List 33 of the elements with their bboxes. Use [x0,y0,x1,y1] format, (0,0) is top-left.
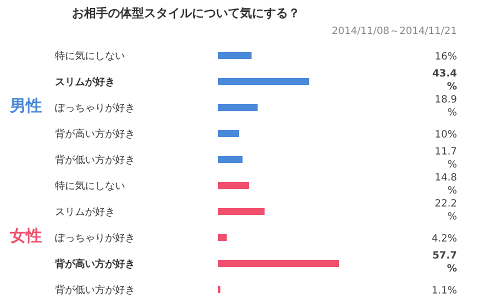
data-label: 11.7% [434,146,457,170]
bar [218,234,227,241]
bar [218,104,258,111]
text: 男性 [10,96,42,117]
y-tick-label: 背が高い方が好き [54,258,135,270]
data-label: 14.8% [434,172,457,196]
bar [218,78,310,85]
y-tick-label: スリムが好き [55,76,115,88]
y-tick-label: 背が低い方が好き [55,154,135,166]
bar [218,260,340,267]
data-label: 10% [434,130,457,140]
text: 女性 [10,226,42,247]
data-label: 43.4% [432,68,458,92]
y-tick-label: ぽっちゃりが好き [55,233,135,244]
data-label: 57.7% [432,250,458,274]
chart-title: お相手の体型スタイルについて気にする？ [72,5,300,22]
data-label: 18.9% [434,94,457,118]
y-tick-label: 背が高い方が好き [55,128,135,140]
data-label: 16% [434,52,457,62]
data-label: 22.2% [434,198,457,222]
y-tick-label: スリムが好き [55,207,115,218]
y-tick-label: 特に気にしない [55,180,125,192]
bar [218,208,265,215]
bar [218,182,250,189]
bar [218,130,239,137]
y-tick-label: 特に気にしない [55,50,125,62]
y-tick-label: ぽっちゃりが好き [55,103,135,114]
data-label: 4.2% [432,234,457,244]
bar [218,156,243,163]
text: 2014/11/08～2014/11/21 [332,25,457,38]
bar [218,52,252,59]
y-tick-label: 背が低い方が好き [55,284,135,296]
data-label: 1.1% [432,286,457,296]
